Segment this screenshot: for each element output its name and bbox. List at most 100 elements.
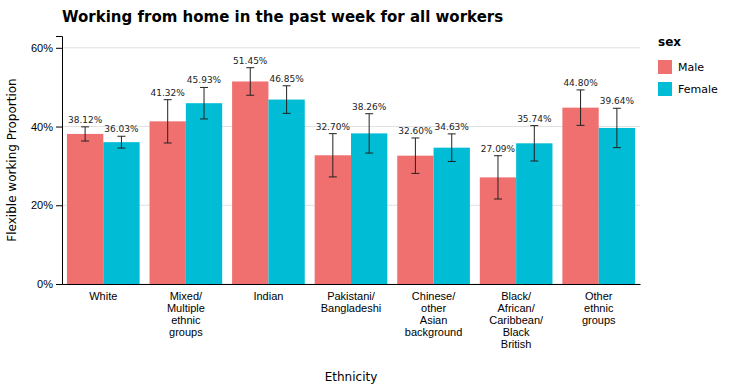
x-tick-label-line: ethnic: [171, 314, 201, 326]
legend-item: Male: [658, 60, 704, 74]
y-axis-title: Flexible working Proportion: [5, 78, 19, 241]
legend: sex Male Female: [658, 35, 718, 96]
x-tick-label-line: ethnic: [584, 302, 614, 314]
error-bar-line: [451, 134, 452, 162]
error-bar-line: [369, 114, 370, 153]
bar: [150, 121, 186, 284]
error-bar: [530, 126, 538, 161]
x-axis-title: Ethnicity: [325, 370, 378, 384]
y-tick-mark: [56, 127, 62, 128]
bar: [67, 134, 103, 284]
error-bar-line: [200, 118, 208, 119]
x-tick-label-line: Asian: [420, 314, 448, 326]
data-label: 44.80%: [563, 78, 598, 88]
error-bar: [117, 136, 125, 148]
x-tick-label-line: background: [405, 326, 463, 338]
bar: [599, 128, 635, 284]
data-labels: 38.12%41.32%51.45%32.70%32.60%27.09%44.8…: [68, 56, 635, 154]
error-bar-line: [81, 126, 89, 127]
y-tick-label: 20%: [31, 199, 53, 211]
error-bar: [577, 90, 585, 125]
error-bar: [365, 114, 373, 153]
bar: [351, 133, 387, 284]
title: Working from home in the past week for a…: [62, 8, 503, 26]
error-bar-line: [283, 85, 291, 86]
x-tick-label-line: British: [501, 338, 532, 350]
error-bar-line: [365, 113, 373, 114]
data-label: 39.64%: [600, 96, 635, 106]
error-bar-line: [411, 137, 419, 138]
error-bar: [283, 86, 291, 114]
error-bar-line: [365, 153, 373, 154]
y-tick-label: 0%: [37, 278, 53, 290]
x-tick-label-line: White: [89, 290, 117, 302]
x-tick-label-line: Pakistani/: [327, 290, 376, 302]
x-axis-line: [63, 284, 641, 285]
error-bar: [613, 108, 621, 147]
grid: [62, 48, 640, 284]
error-bar-line: [329, 133, 337, 134]
data-label: 32.70%: [316, 122, 351, 132]
data-label: 46.85%: [269, 74, 304, 84]
x-axis: WhiteMixed/MultipleethnicgroupsIndianPak…: [63, 285, 641, 351]
error-bar-line: [580, 90, 581, 125]
error-bar-line: [117, 136, 125, 137]
x-tick-label: White: [89, 290, 117, 302]
bar: [434, 148, 470, 284]
x-tick-label-line: Indian: [253, 290, 283, 302]
y-tick-mark: [56, 48, 62, 49]
legend-swatch: [658, 60, 672, 74]
error-bar-line: [494, 199, 502, 200]
data-label: 34.63%: [435, 122, 470, 132]
data-label: 41.32%: [151, 88, 186, 98]
data-label: 32.60%: [398, 126, 433, 136]
series-bars: [67, 81, 599, 284]
error-bar-line: [530, 125, 538, 126]
x-tick-label-line: Caribbean/: [489, 314, 544, 326]
bars: [67, 81, 635, 284]
error-bar-line: [117, 148, 125, 149]
error-bar-line: [167, 100, 168, 143]
x-tick-label-line: Bangladeshi: [321, 302, 382, 314]
x-tick-label-line: other: [421, 302, 446, 314]
error-bar-line: [613, 147, 621, 148]
bar: [516, 143, 552, 284]
grid-line: [62, 126, 640, 127]
error-bar-line: [81, 141, 89, 142]
legend-item: Female: [658, 82, 718, 96]
y-tick: 20%: [31, 199, 62, 211]
error-bar: [411, 138, 419, 173]
bar: [397, 156, 433, 284]
grid-line: [62, 47, 640, 48]
y-tick: 40%: [31, 121, 62, 133]
error-bars: [81, 68, 621, 199]
error-bar-line: [530, 161, 538, 162]
error-bar: [81, 127, 89, 141]
x-tick-label: Chinese/otherAsianbackground: [405, 290, 463, 338]
error-bar: [329, 134, 337, 177]
legend-label: Female: [678, 83, 718, 96]
error-bar-line: [497, 156, 498, 199]
y-axis-line: [56, 37, 63, 285]
error-bar: [448, 134, 456, 162]
x-tick: White: [89, 290, 117, 302]
error-bar-line: [577, 125, 585, 126]
y-tick-mark: [56, 205, 62, 206]
x-tick-label: Black/African/Caribbean/BlackBritish: [489, 290, 544, 350]
error-bar-line: [250, 68, 251, 96]
x-tick-label-line: Black: [503, 326, 530, 338]
error-bar-line: [85, 127, 86, 141]
y-axis: 0%20%40%60%: [31, 37, 63, 291]
x-tick-label-line: groups: [169, 326, 203, 338]
bar: [232, 81, 268, 284]
error-bar-line: [534, 126, 535, 161]
legend-title: sex: [658, 35, 681, 49]
error-bar-line: [415, 138, 416, 173]
x-tick: Chinese/otherAsianbackground: [405, 290, 463, 338]
error-bar-line: [613, 108, 621, 109]
error-bar-line: [577, 89, 585, 90]
error-bar: [494, 156, 502, 199]
error-bar-line: [329, 176, 337, 177]
data-label: 45.93%: [187, 75, 222, 85]
error-bar-line: [286, 86, 287, 114]
